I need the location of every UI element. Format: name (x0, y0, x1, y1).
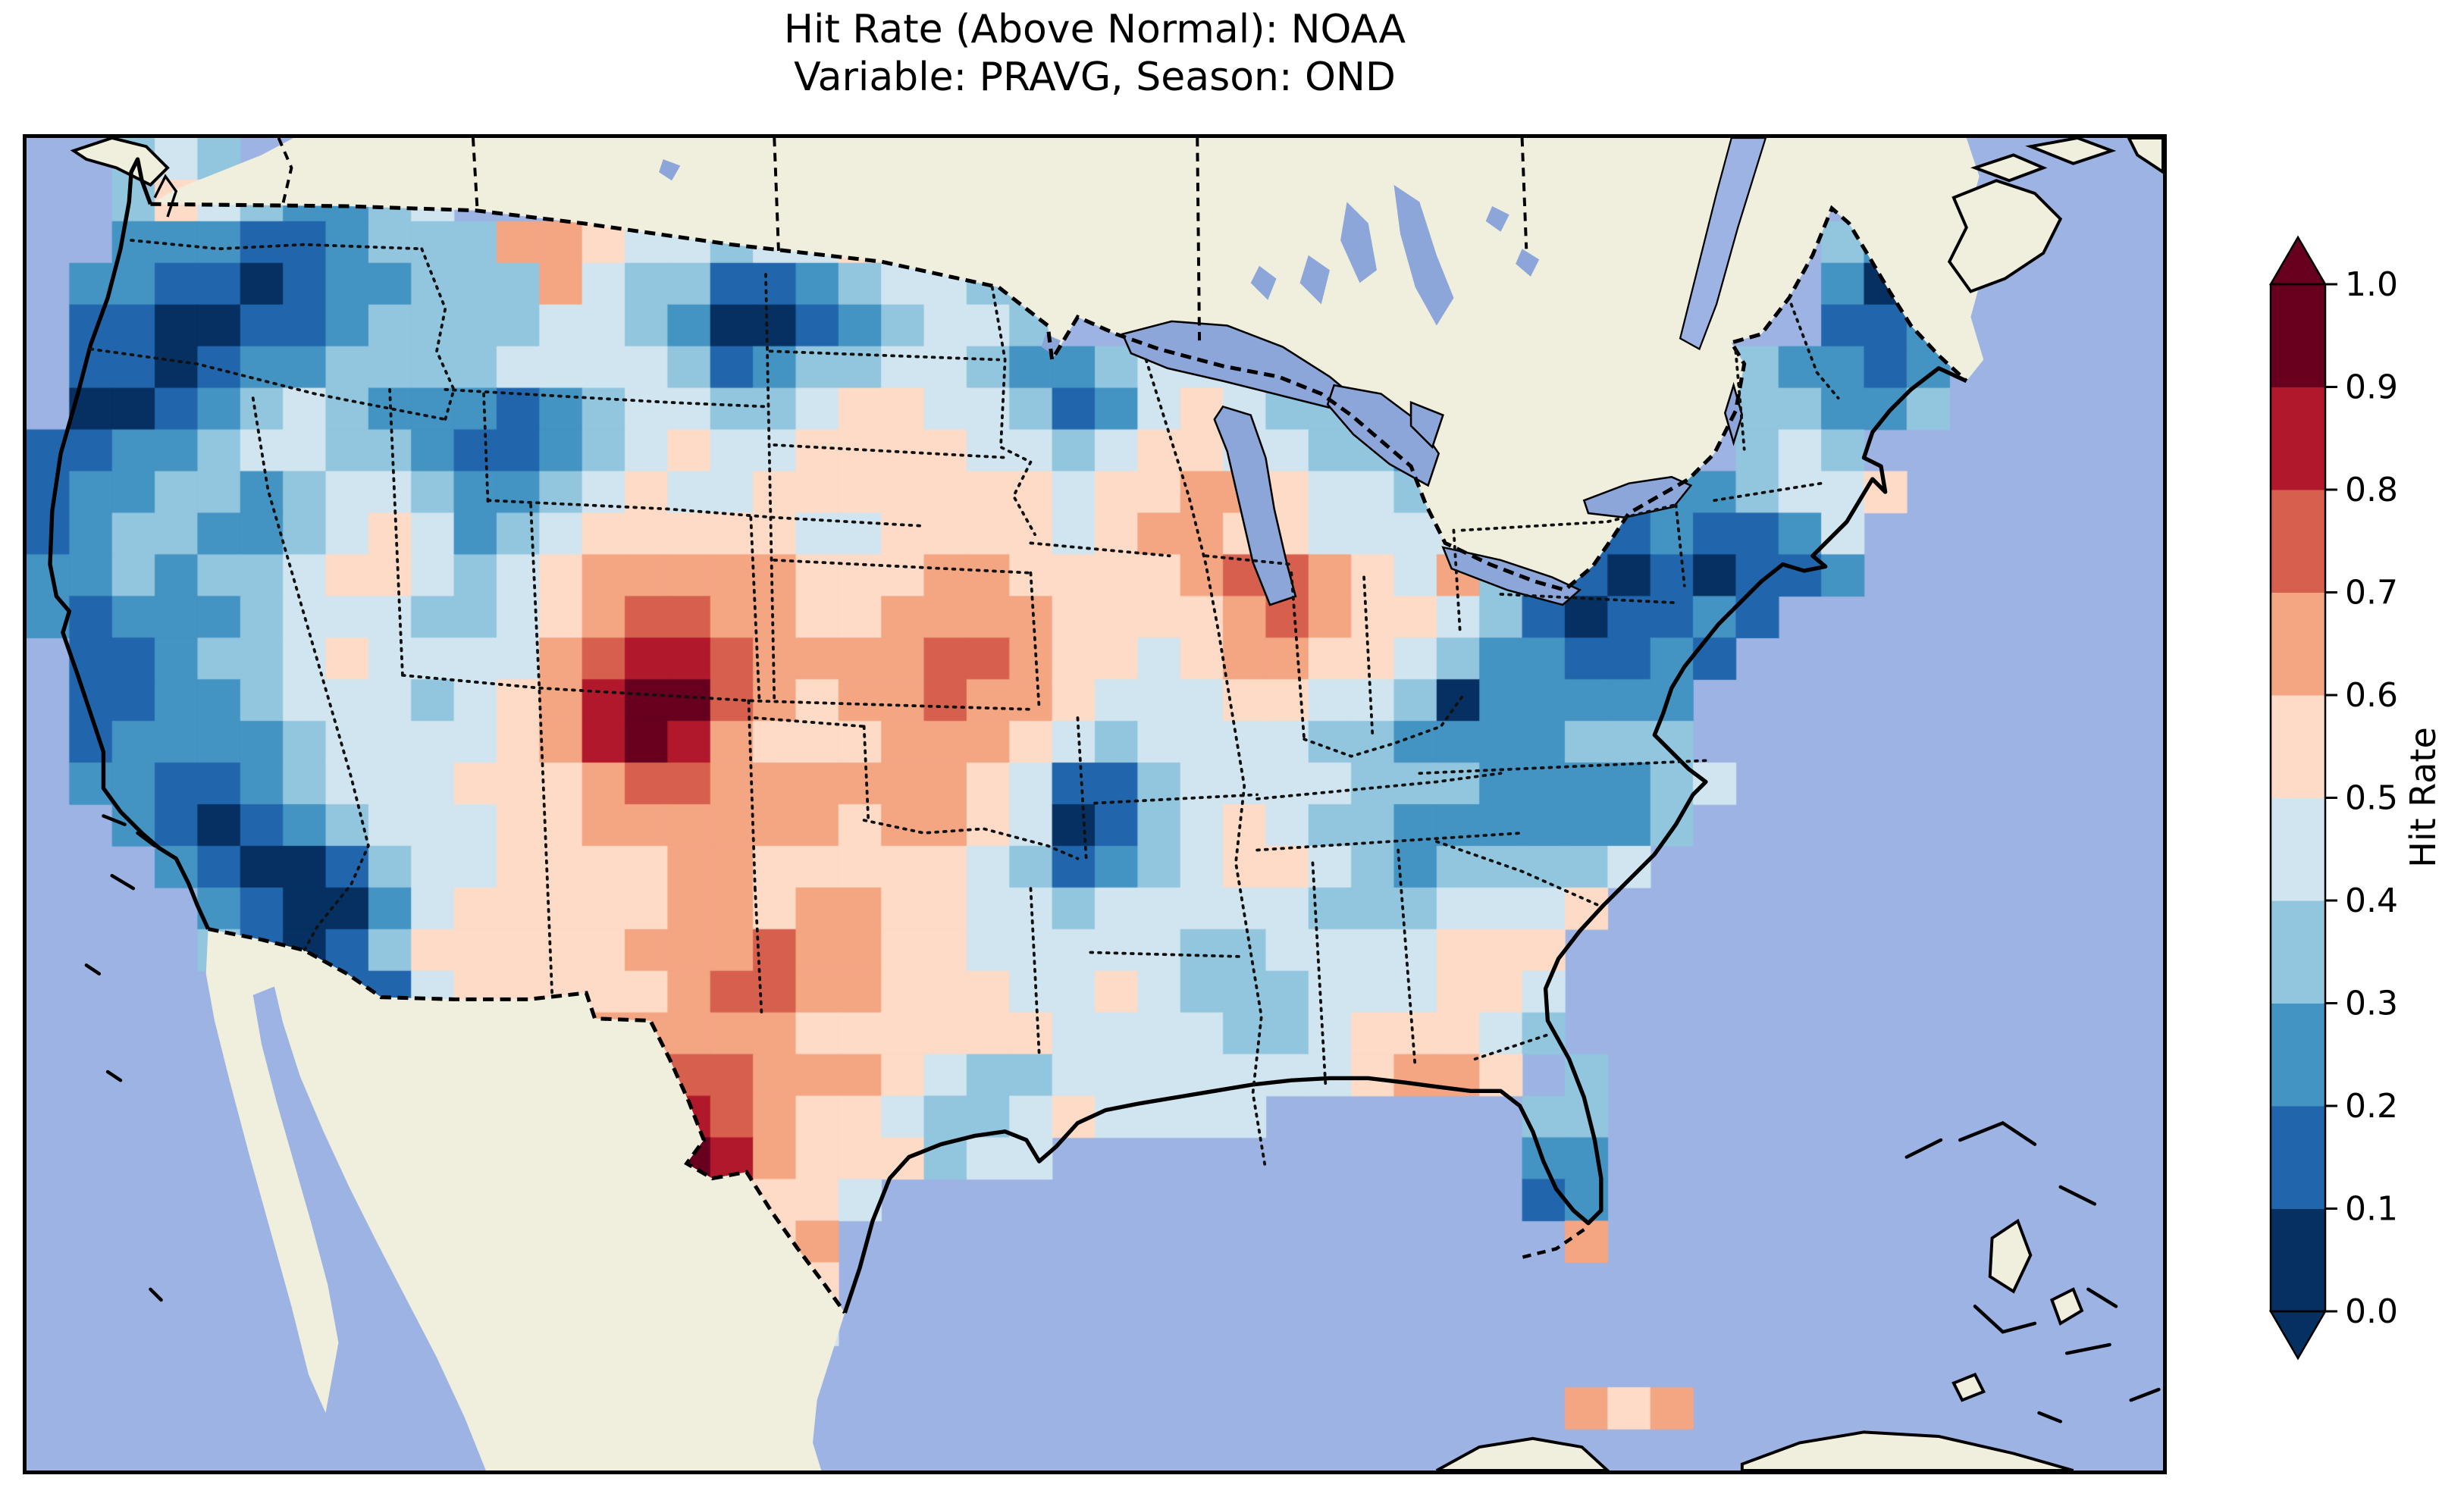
lake-huron (1326, 384, 1440, 487)
bahama-island-2 (1951, 1372, 1986, 1402)
lake-michigan (1213, 405, 1297, 606)
colorbar-tick-label: 0.6 (2345, 676, 2398, 715)
florida-keys (1522, 1228, 1585, 1259)
colorbar-segment-0.9-1.0 (2271, 284, 2325, 387)
colorbar-tick-label: 0.7 (2345, 574, 2398, 612)
us-canada-border (150, 202, 1968, 593)
map-panel (23, 134, 2167, 1474)
colorbar-segment-0.8-0.9 (2271, 387, 2325, 490)
colorbar-tick-label: 0.5 (2345, 779, 2398, 818)
colorbar-tick-label: 0.3 (2345, 985, 2398, 1023)
colorbar-segment-0.1-0.2 (2271, 1106, 2325, 1209)
colorbar-tick-label: 0.0 (2345, 1292, 2398, 1331)
us-state-borders (89, 239, 1840, 1172)
nova-scotia (1947, 179, 2063, 293)
canada-lakes (659, 159, 1540, 355)
st-lawrence-river (1679, 138, 1767, 351)
colorbar-segment-0.0-0.1 (2271, 1208, 2325, 1312)
us-pacific-coastline (48, 157, 210, 930)
canada-land (150, 138, 1984, 590)
canada-province-borders (277, 138, 1528, 343)
figure-title: Hit Rate (Above Normal): NOAA Variable: … (23, 6, 2167, 102)
small-lake-2 (1516, 249, 1540, 277)
title-line-1: Hit Rate (Above Normal): NOAA (783, 7, 1406, 52)
colorbar-segment-0.4-0.5 (2271, 797, 2325, 901)
colorbar-tick-label: 0.9 (2345, 368, 2398, 407)
colorbar-tick-label: 0.8 (2345, 471, 2398, 509)
basemap-overlay (48, 138, 2163, 1471)
colorbar-tick-label: 0.4 (2345, 882, 2398, 920)
georgian-bay (1409, 400, 1444, 449)
andros-island (1988, 1218, 2033, 1294)
small-lake-3 (659, 159, 681, 181)
lake-manitoba (1299, 255, 1330, 305)
lake-nipigon (1250, 265, 1277, 300)
yucatan (1435, 1436, 1610, 1471)
vancouver-island (70, 138, 170, 187)
colorbar-segment-0.6-0.7 (2271, 592, 2325, 696)
anticosti-island (2025, 138, 2117, 165)
us-gulf-atlantic-coastline (842, 366, 1967, 1314)
lake-winnipeg (1393, 184, 1454, 326)
colorbar-tick-label: 0.2 (2345, 1087, 2398, 1126)
lake-erie (1441, 546, 1582, 606)
cuba (1740, 1430, 2074, 1471)
prince-edward-island (1970, 153, 2048, 183)
colorbar: 1.0 0.9 0.8 0.7 0.6 0.5 0.4 0.3 0.2 0.1 0.0 Hit Ra… (2268, 235, 2444, 1361)
colorbar-over-arrow (2268, 235, 2328, 286)
colorbar-segment-0.7-0.8 (2271, 490, 2325, 593)
bahama-island-1 (2050, 1287, 2084, 1326)
colorbar-ticks: 1.0 0.9 0.8 0.7 0.6 0.5 0.4 0.3 0.2 0.1 0.0 (2325, 265, 2398, 1331)
mexico-land (205, 929, 845, 1471)
lake-winnipegosis (1340, 202, 1377, 283)
colorbar-axis-label: Hit Rate (2403, 727, 2444, 868)
colorbar-segment-0.5-0.6 (2271, 695, 2325, 798)
colorbar-segment-0.2-0.3 (2271, 1003, 2325, 1107)
newfoundland-corner (2127, 138, 2163, 174)
colorbar-tick-label: 0.1 (2345, 1190, 2398, 1229)
title-line-2: Variable: PRAVG, Season: OND (794, 55, 1396, 100)
colorbar-segment-0.3-0.4 (2271, 900, 2325, 1004)
us-mexico-border (208, 927, 847, 1314)
small-lake-1 (1485, 206, 1509, 232)
islands (70, 138, 2163, 1471)
colorbar-tick-label: 1.0 (2345, 265, 2398, 304)
colorbar-under-arrow (2268, 1310, 2328, 1361)
colorbar-segments (2271, 284, 2325, 1312)
